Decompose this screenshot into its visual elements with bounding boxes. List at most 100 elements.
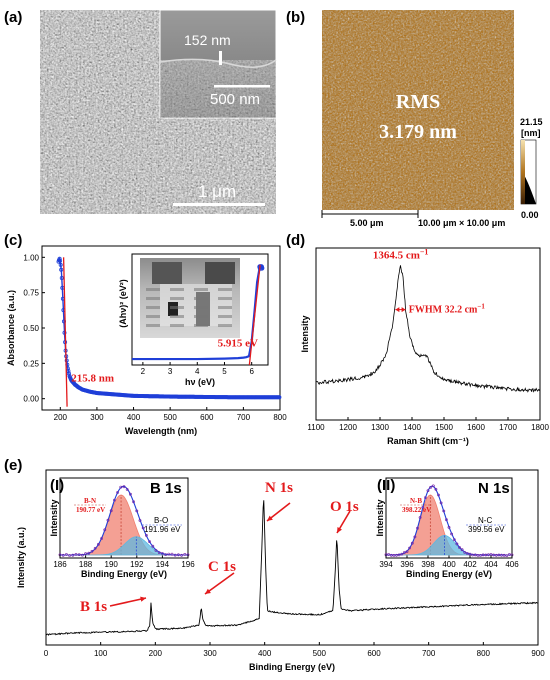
measured-point <box>484 553 488 557</box>
photo-text-block <box>146 315 160 318</box>
photo-text-block <box>218 306 232 309</box>
measured-point <box>492 553 496 557</box>
component-name-n-b: N-B <box>410 497 422 505</box>
measured-point <box>138 519 142 522</box>
xps-inset-b1s: 186 188 190 192 194 196 Binding Energy (eV) Int… <box>49 477 195 579</box>
inset-y-axis-label: (Ahν)² (eV²) <box>118 279 128 328</box>
measured-point <box>90 549 94 553</box>
measured-point <box>397 553 401 557</box>
photo-text-block <box>146 306 160 309</box>
measured-point <box>148 540 152 544</box>
clamp-left <box>152 262 182 284</box>
measured-point <box>413 535 417 539</box>
measured-point <box>93 546 97 550</box>
x-tick-label: 400 <box>127 413 141 422</box>
sem-scale-bar <box>173 203 265 206</box>
measured-point <box>502 553 506 557</box>
inset-y-axis-label: Intensity <box>375 499 385 536</box>
measured-point <box>452 538 456 542</box>
measured-point <box>463 551 467 554</box>
photo-text-block <box>146 297 160 300</box>
afm-image <box>322 10 514 210</box>
measured-point <box>423 496 427 500</box>
data-point <box>58 258 63 263</box>
measured-point <box>426 489 430 493</box>
photo-text-block <box>194 324 208 327</box>
peak-arrowhead <box>140 596 146 602</box>
x-tick-label: 1700 <box>499 423 517 432</box>
uv-vis-chart: 200 300 400 500 600 700 800 0.00 0.25 0.50 0.75 1.0… <box>6 245 287 436</box>
inset-series-line <box>132 265 263 361</box>
measured-point <box>494 553 498 557</box>
panel-label-b: (b) <box>286 9 305 26</box>
photo-text-block <box>170 306 184 309</box>
measured-point <box>109 509 113 513</box>
inset-x-tick-label: 400 <box>442 560 456 569</box>
inset-x-tick-label: 4 <box>195 367 200 376</box>
fwhm-label: FWHM 32.2 cm−1 <box>409 303 486 316</box>
component-value-b-n: 190.77 eV <box>76 506 105 514</box>
x-axis-label: Wavelength (nm) <box>125 426 197 436</box>
peak-label-c-1s: C 1s <box>208 559 236 575</box>
x-tick-label: 400 <box>258 649 272 658</box>
measured-point <box>180 553 184 557</box>
measured-point <box>444 518 448 522</box>
photo-text-block <box>218 288 232 291</box>
y-tick-label: 0.50 <box>23 324 39 333</box>
x-tick-label: 500 <box>313 649 327 658</box>
data-point <box>62 330 67 335</box>
measured-point <box>81 553 84 557</box>
measured-point <box>465 552 469 555</box>
measured-point <box>392 554 396 557</box>
rms-label: RMS <box>396 91 440 113</box>
inset-x-tick-label: 5 <box>222 367 227 376</box>
measured-point <box>68 554 72 557</box>
inset-x-axis-label: hν (eV) <box>185 377 215 387</box>
measured-point <box>164 553 168 557</box>
y-tick-label: 0.75 <box>23 289 39 298</box>
x-tick-label: 700 <box>422 649 436 658</box>
panel-label-e: (e) <box>4 457 22 474</box>
measured-point <box>173 553 177 557</box>
inset-y-axis-label: Intensity <box>49 499 59 536</box>
data-point <box>59 275 64 280</box>
xps-survey-spectrum <box>45 500 538 636</box>
x-axis-label: Raman Shift (cm⁻¹) <box>387 436 469 446</box>
photo-text-block <box>194 297 208 300</box>
measured-point <box>119 485 123 489</box>
afm-scan-size: 10.00 μm × 10.00 μm <box>418 218 505 228</box>
measured-point <box>442 509 446 513</box>
photo-text-block <box>170 324 184 327</box>
inset-tangent-line <box>248 264 261 366</box>
panel-label-c: (c) <box>4 232 22 249</box>
measured-point <box>387 553 391 556</box>
measured-point <box>408 546 412 550</box>
measured-point <box>103 528 107 532</box>
photo-text-block <box>218 297 232 300</box>
sem-scale-label: 1 μm <box>198 182 236 201</box>
inset-x-tick-label: 6 <box>249 367 254 376</box>
measured-point <box>431 484 435 488</box>
x-tick-label: 1500 <box>435 423 453 432</box>
component-name-b-n: B-N <box>84 497 96 505</box>
photo-text-block <box>194 306 208 309</box>
sem-inset: 152 nm 500 nm <box>159 9 277 119</box>
component-value-n-b: 398.22 eV <box>402 506 431 514</box>
measured-point <box>151 544 155 548</box>
measured-point <box>84 552 88 556</box>
peak-arrowhead <box>267 515 273 521</box>
x-tick-label: 0 <box>44 649 49 658</box>
photo-text-block <box>194 315 208 318</box>
inset-title: B 1s <box>150 480 182 497</box>
measured-point <box>65 553 68 556</box>
inset-x-tick-label: 406 <box>505 560 519 569</box>
panel-label-d: (d) <box>286 232 305 249</box>
y-axis-label: Intensity (a.u.) <box>16 527 26 588</box>
xps-frame <box>45 469 539 646</box>
measured-point <box>395 553 398 557</box>
measured-point <box>183 553 187 556</box>
y-tick-label: 0.00 <box>23 395 39 404</box>
measured-point <box>144 534 148 537</box>
measured-point <box>125 488 129 491</box>
panel-label-a: (a) <box>4 9 22 26</box>
